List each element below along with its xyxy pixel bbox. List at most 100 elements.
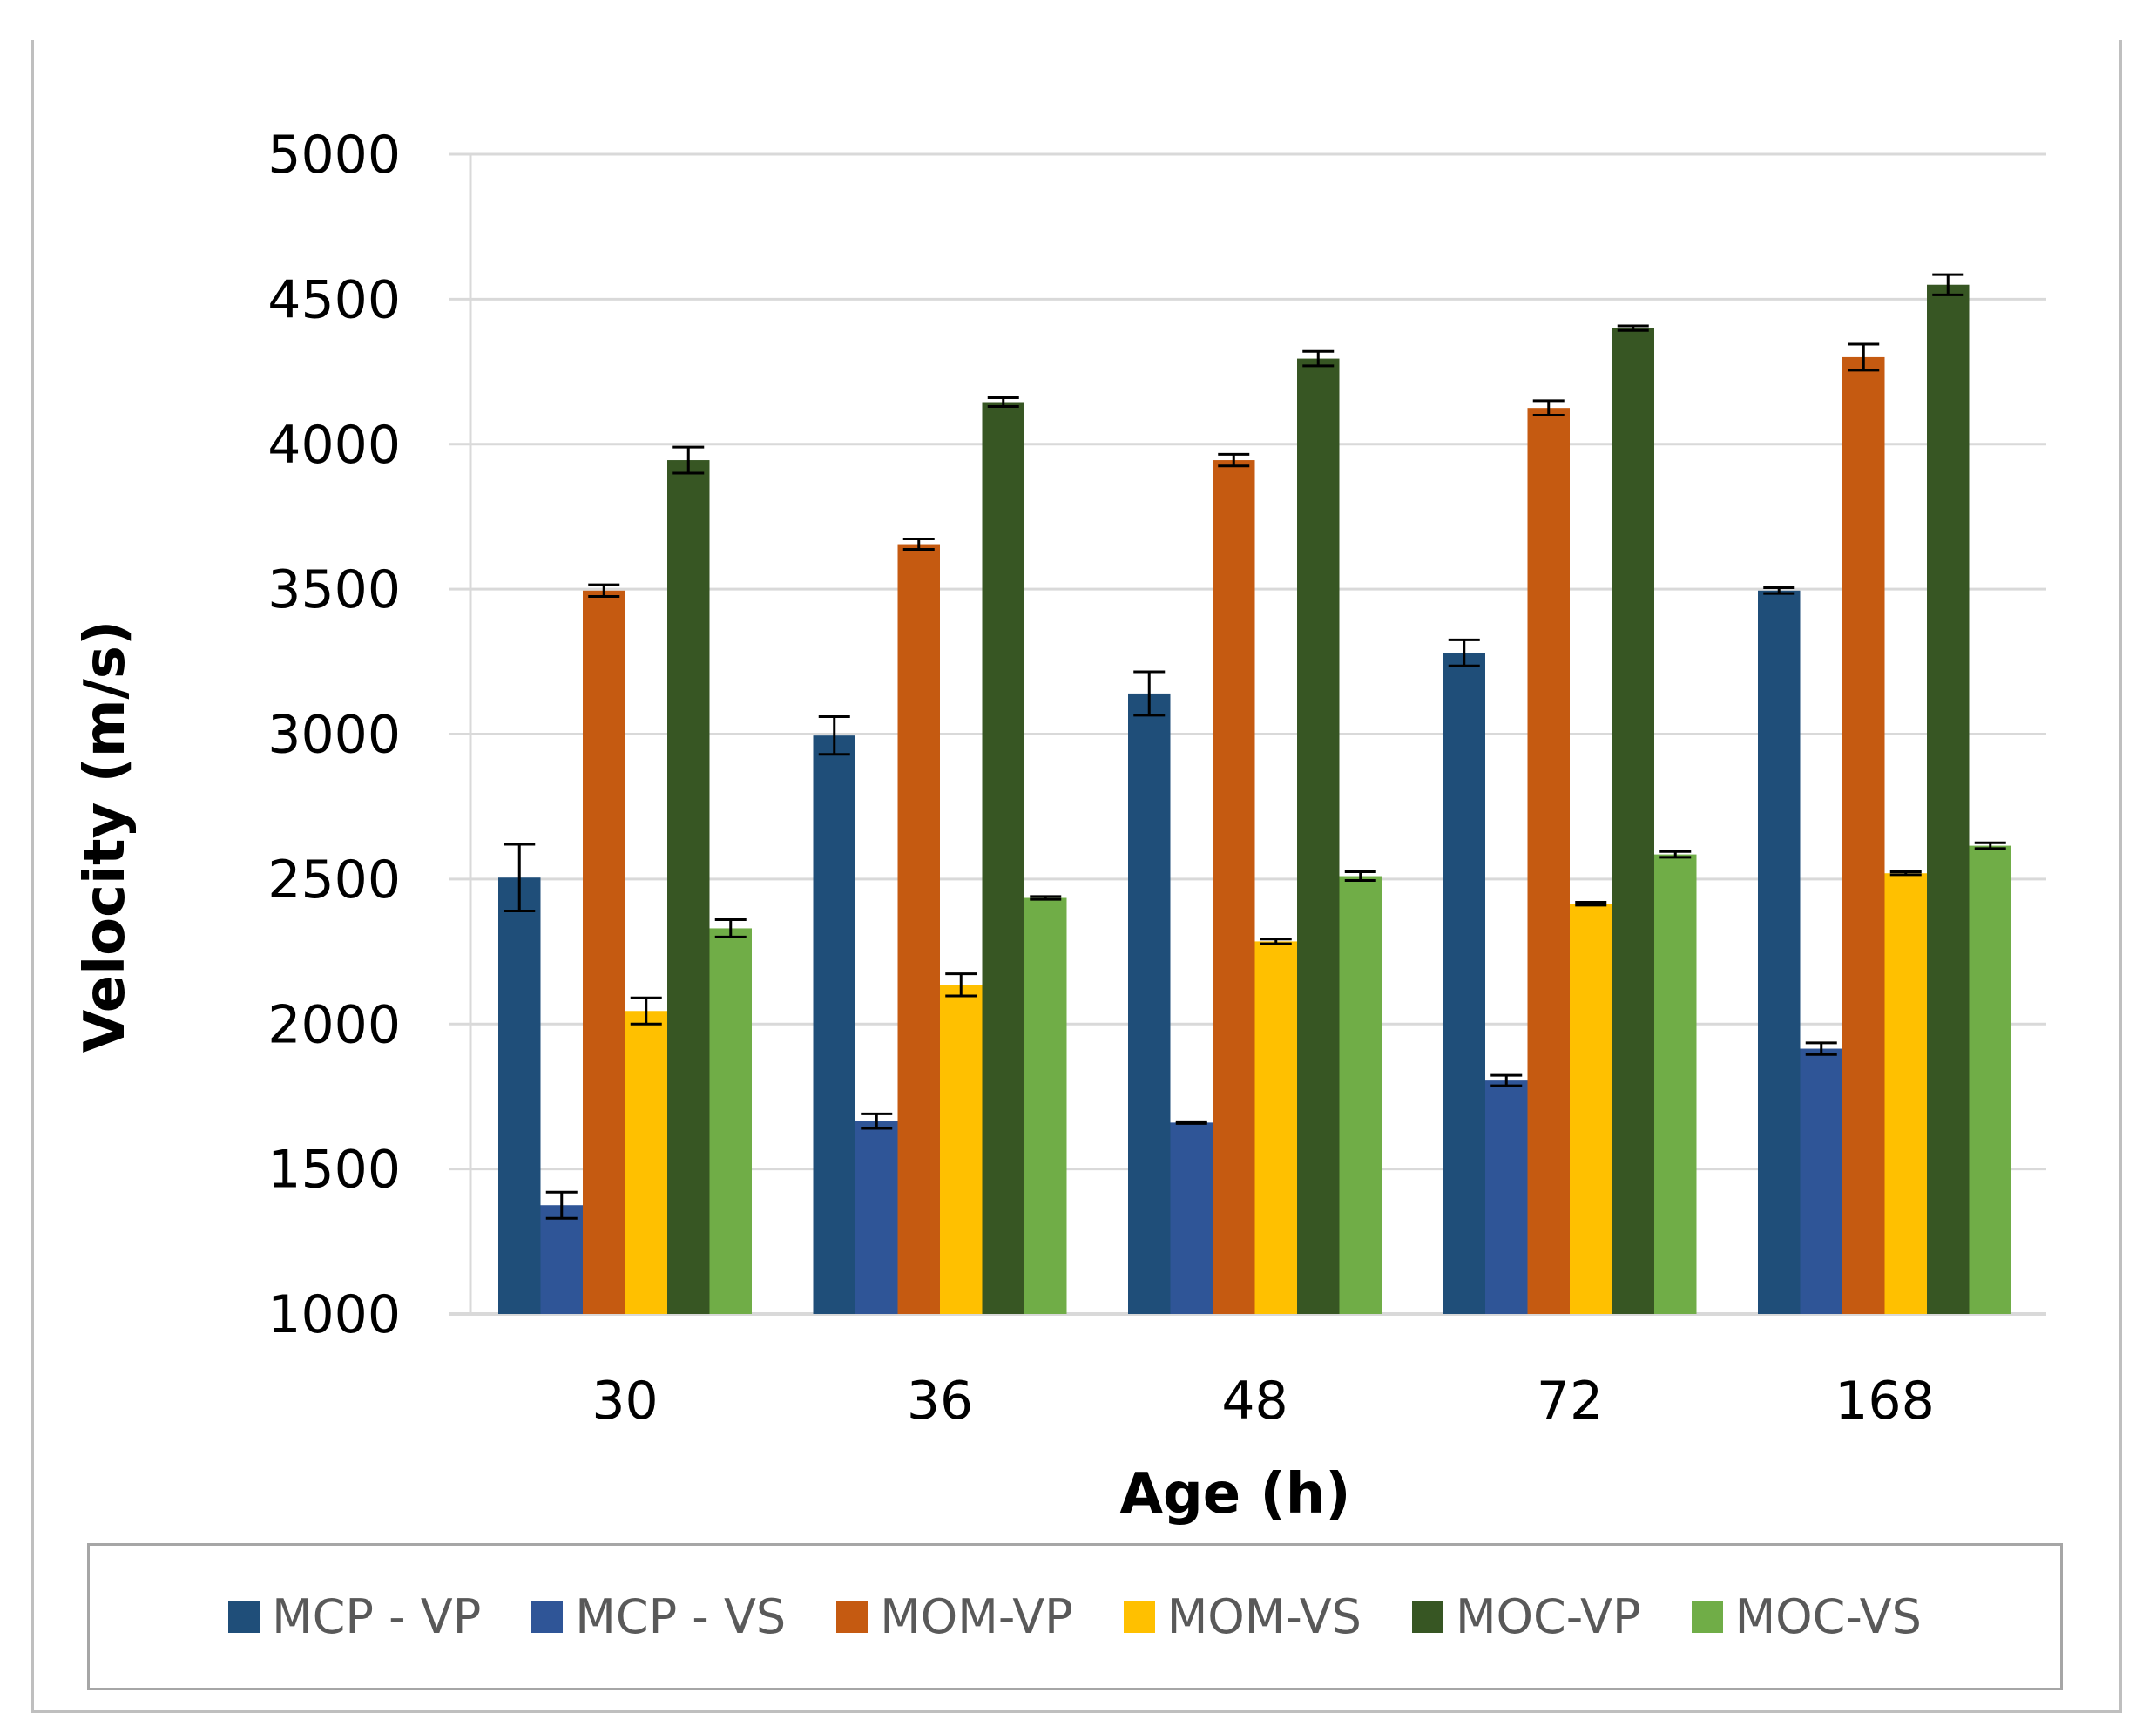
x-tick-labels: 30 36 48 72 168	[591, 1371, 1934, 1432]
bar	[1884, 873, 1927, 1314]
error-bar	[1344, 870, 1376, 883]
bar	[1842, 356, 1885, 1314]
error-bar	[1448, 638, 1480, 667]
x-tick-label: 30	[591, 1371, 658, 1432]
legend-item: MCP - VS	[531, 1589, 786, 1644]
x-tick-label: 168	[1835, 1371, 1935, 1432]
bar	[709, 928, 752, 1314]
bar	[1612, 328, 1654, 1314]
y-tick-label: 1500	[267, 1140, 401, 1201]
bar	[540, 1205, 583, 1314]
legend-label: MCP - VP	[272, 1589, 482, 1644]
error-bar	[1133, 670, 1166, 717]
y-tick-label: 3500	[267, 559, 401, 620]
bar	[1443, 653, 1485, 1314]
y-tick-label: 2500	[267, 850, 401, 911]
x-axis-title: Age (h)	[1119, 1462, 1350, 1527]
x-tick-label: 72	[1537, 1371, 1603, 1432]
bar	[1128, 693, 1171, 1314]
bar	[1527, 408, 1570, 1314]
y-axis-title: Velocity (m/s)	[73, 620, 138, 1053]
error-bar	[1302, 349, 1335, 368]
y-tick-label: 4500	[267, 269, 401, 330]
error-bar	[1805, 1041, 1837, 1056]
legend-label: MOC-VP	[1455, 1589, 1641, 1644]
chart-frame	[31, 40, 2122, 1713]
error-bar	[1659, 850, 1692, 859]
legend-item: MOC-VS	[1691, 1589, 1922, 1644]
error-bar	[861, 1112, 893, 1130]
bars	[498, 284, 2011, 1315]
bar	[813, 735, 855, 1314]
error-bar	[1617, 324, 1649, 332]
legend-swatch	[836, 1601, 868, 1633]
error-bar	[1260, 938, 1292, 945]
error-bar	[630, 996, 662, 1026]
error-bar	[1030, 895, 1062, 901]
y-tick-label: 2000	[267, 994, 401, 1055]
bar	[498, 877, 541, 1314]
legend-item: MCP - VP	[228, 1589, 481, 1644]
bar	[1024, 897, 1067, 1314]
bar	[1297, 358, 1340, 1314]
legend-swatch	[1411, 1601, 1443, 1633]
legend-label: MOC-VS	[1734, 1589, 1922, 1644]
error-bar	[1763, 586, 1795, 595]
error-bar	[545, 1190, 578, 1220]
error-bar	[1218, 452, 1250, 468]
bar	[583, 590, 625, 1314]
bar	[1758, 590, 1801, 1314]
error-bar	[1848, 342, 1880, 372]
bar	[1339, 876, 1382, 1314]
error-bar	[504, 843, 536, 912]
bar	[1800, 1048, 1842, 1314]
legend-swatch	[531, 1601, 564, 1633]
x-tick-label: 48	[1221, 1371, 1288, 1432]
bar	[855, 1121, 898, 1314]
error-bar	[1490, 1073, 1523, 1087]
legend-swatch	[1123, 1601, 1155, 1633]
bar	[1213, 460, 1255, 1314]
x-tick-label: 36	[907, 1371, 973, 1432]
bar	[1170, 1122, 1213, 1314]
y-tick-label: 1000	[267, 1284, 401, 1345]
error-bar	[1175, 1120, 1207, 1125]
legend: MCP - VP MCP - VS MOM-VP MOM-VS MOC-VP MOC-VS	[87, 1543, 2063, 1690]
bar	[940, 985, 983, 1314]
legend-label: MOM-VP	[880, 1589, 1073, 1644]
bar	[1654, 854, 1697, 1314]
bar	[1969, 845, 2011, 1314]
bar	[1485, 1080, 1528, 1314]
bar	[982, 402, 1024, 1315]
bar	[625, 1011, 667, 1314]
error-bar	[1532, 399, 1565, 416]
error-bar	[1889, 870, 1922, 877]
error-bar	[672, 445, 705, 475]
legend-label: MOM-VS	[1166, 1589, 1362, 1644]
error-bar	[902, 538, 935, 552]
legend-item: MOM-VS	[1123, 1589, 1362, 1644]
error-bar	[945, 972, 977, 998]
legend-swatch	[228, 1601, 260, 1633]
bar	[1570, 904, 1612, 1314]
error-bar	[1575, 900, 1607, 907]
y-tick-label: 4000	[267, 415, 401, 476]
error-bar	[818, 715, 850, 756]
bar	[1927, 284, 1970, 1314]
error-bar	[1932, 273, 1964, 296]
bar	[897, 544, 940, 1314]
legend-label: MCP - VS	[575, 1589, 787, 1644]
error-bars	[504, 273, 2006, 1220]
legend-item: MOC-VP	[1411, 1589, 1641, 1644]
error-bar	[987, 396, 1019, 408]
error-bar	[588, 583, 620, 598]
y-tick-label: 3000	[267, 705, 401, 766]
bar	[1254, 941, 1297, 1314]
legend-item: MOM-VP	[836, 1589, 1073, 1644]
error-bar	[1974, 841, 2006, 850]
y-tick-label: 5000	[267, 125, 401, 186]
bar	[667, 460, 710, 1314]
y-tick-labels: 1000 1500 2000 2500 3000 3500 4000 4500 5000	[267, 125, 401, 1345]
legend-swatch	[1691, 1601, 1723, 1633]
